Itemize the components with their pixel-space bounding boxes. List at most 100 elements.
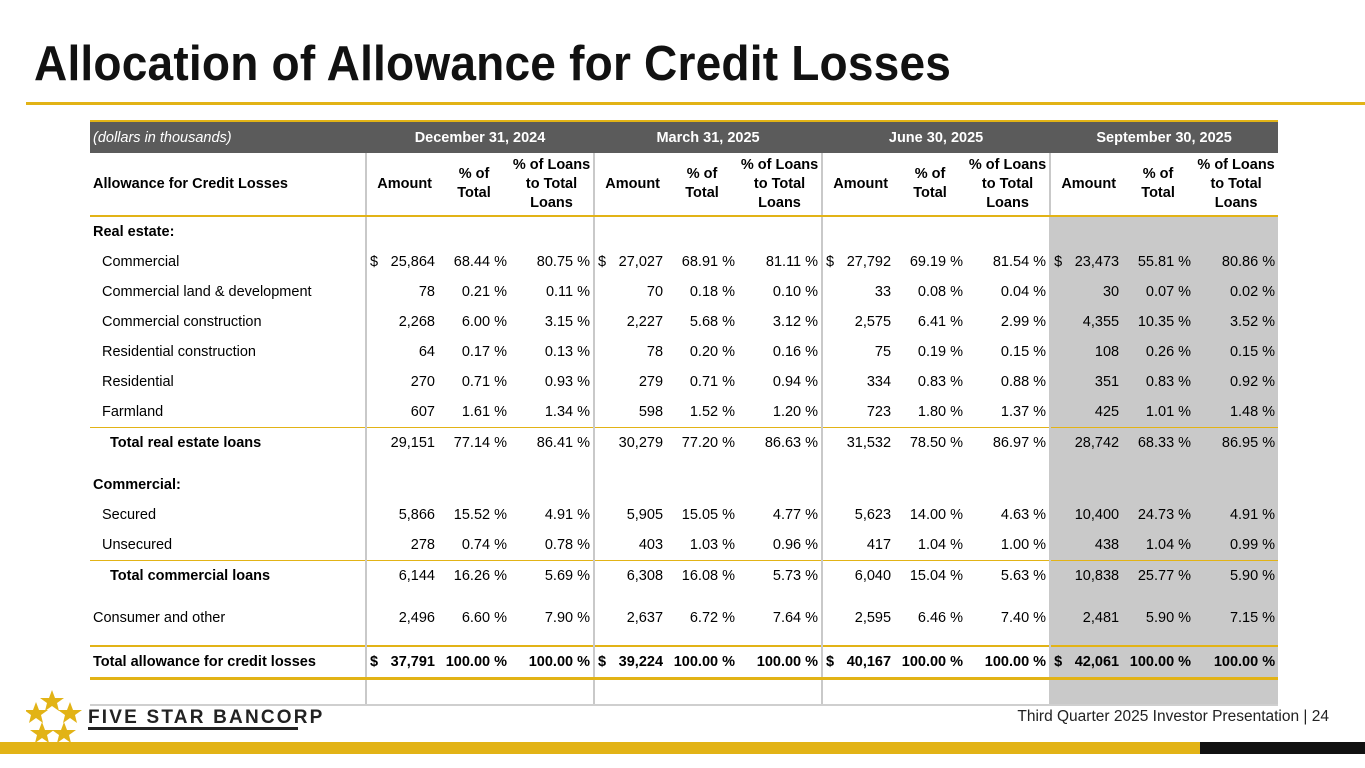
pct-loans-cell: 0.92 % [1194, 367, 1279, 397]
pct-total-cell: 78.50 % [894, 427, 967, 458]
amount-cell: 334 [821, 367, 895, 397]
spacer-cell [738, 633, 822, 646]
spacer-cell [966, 633, 1050, 646]
pct-total-line: Total [1141, 185, 1175, 201]
period-header: September 30, 2025 [1050, 120, 1279, 153]
pct-total-cell: 6.72 % [689, 610, 736, 626]
pct-loans-line: Loans [986, 194, 1029, 211]
pct-total-cell: 16.08 % [666, 560, 739, 591]
empty-cell [966, 470, 1050, 500]
table-row: Secured 5,866 15.52 % 4.91 % 5,905 15.05 % 4.7… [90, 500, 1279, 530]
allowance-table: (dollars in thousands) December 31, 2024 M… [90, 120, 1279, 706]
amount-cell: $27,027 [593, 247, 667, 277]
amount-cell: 425 [1049, 397, 1123, 428]
footer-black-bar [1200, 742, 1365, 754]
amount-cell: 5,623 [821, 500, 895, 530]
section-row: Commercial: [90, 470, 1279, 500]
amount-cell: 75 [821, 337, 895, 367]
amount-cell: 2,575 [821, 307, 895, 337]
pct-loans-col-header: % of Loans to Total Loans [1194, 153, 1279, 217]
row-label: Total allowance for credit losses [90, 645, 366, 680]
spacer-cell [894, 591, 966, 603]
section-row: Real estate: [90, 216, 1279, 247]
tail-cell [510, 678, 595, 706]
pct-total-cell: 0.26 % [1122, 337, 1195, 367]
spacer-cell [666, 633, 738, 646]
amount-cell: 598 [593, 397, 667, 428]
pct-total-cell: 1.04 % [1122, 530, 1195, 561]
row-header-label: Allowance for Credit Losses [90, 153, 366, 217]
spacer-cell [593, 458, 667, 470]
empty-cell [365, 470, 438, 500]
pct-total-cell: 69.19 % [909, 254, 964, 270]
table-row: Consumer and other 2,496 6.60 % 7.90 % 2,637… [90, 603, 1279, 633]
amount-value: 37,791 [390, 654, 435, 670]
spacer-cell [1194, 633, 1279, 646]
tail-cell [821, 678, 895, 706]
pct-total-cell: 68.33 % [1122, 427, 1195, 458]
pct-total-col-header: % of Total [666, 153, 739, 217]
pct-loans-cell: 0.15 % [1194, 337, 1279, 367]
amount-col-header: Amount [1049, 153, 1123, 217]
pct-loans-cell: 100.00 % [738, 645, 823, 680]
spacer-cell [966, 591, 1050, 603]
spacer-cell [666, 591, 738, 603]
pct-total-cell: 15.05 % [681, 507, 736, 523]
empty-cell [593, 216, 667, 247]
row-label: Farmland [102, 404, 164, 420]
footer-presentation-label: Third Quarter 2025 Investor Presentation… [1017, 708, 1329, 725]
currency-symbol: $ [1054, 254, 1063, 270]
pct-loans-cell: 5.69 % [510, 560, 595, 591]
pct-loans-line: Loans [1214, 194, 1258, 211]
spacer-cell [438, 633, 510, 646]
spacer-cell [438, 591, 510, 603]
pct-total-cell: 0.71 % [689, 374, 736, 390]
pct-total-line: Total [913, 185, 947, 201]
amount-cell: $42,061 [1049, 645, 1123, 680]
row-label: Residential [102, 374, 174, 390]
currency-symbol: $ [598, 254, 607, 270]
amount-cell: 351 [1049, 367, 1123, 397]
spacer-cell [90, 458, 366, 470]
pct-total-cell: 68.91 % [681, 254, 736, 270]
column-header-row: Allowance for Credit Losses Amount % of Tot… [90, 153, 1279, 217]
empty-cell [666, 470, 738, 500]
pct-loans-cell: 86.95 % [1194, 427, 1279, 458]
row-label: Secured [102, 507, 157, 523]
pct-total-col-header: % of Total [438, 153, 510, 217]
amount-value: 42,061 [1074, 654, 1120, 670]
pct-loans-cell: 0.16 % [772, 344, 819, 360]
empty-cell [1122, 470, 1195, 500]
empty-cell [365, 216, 438, 247]
empty-cell [1049, 470, 1123, 500]
pct-total-cell: 6.46 % [917, 610, 964, 626]
spacer-cell [821, 633, 895, 646]
row-label: Total real estate loans [90, 427, 366, 458]
pct-total-cell: 100.00 % [666, 645, 739, 680]
table-row: Commercial construction 2,268 6.00 % 3.15 %… [90, 307, 1279, 337]
tail-cell [666, 678, 739, 706]
pct-total-cell: 6.41 % [917, 314, 964, 330]
pct-loans-cell: 1.00 % [1000, 537, 1047, 553]
amount-cell: 28,742 [1049, 427, 1123, 458]
amount-cell: 6,040 [821, 560, 895, 591]
spacer-cell [821, 458, 895, 470]
tail-cell [1049, 678, 1123, 706]
empty-cell [1049, 216, 1123, 247]
pct-total-cell: 0.83 % [917, 374, 964, 390]
table-row: Total allowance for credit losses $37,791… [90, 645, 1279, 680]
spacer-cell [966, 458, 1050, 470]
amount-cell: 6,144 [365, 560, 438, 591]
pct-total-cell: 15.04 % [894, 560, 967, 591]
pct-loans-line: to Total [525, 175, 578, 192]
empty-cell [510, 216, 594, 247]
amount-cell: 2,227 [593, 307, 667, 337]
empty-cell [821, 470, 895, 500]
row-label: Total commercial loans [90, 560, 366, 591]
amount-cell: 5,905 [593, 500, 667, 530]
spacer-row [90, 633, 1279, 646]
pct-loans-cell: 0.15 % [1000, 344, 1047, 360]
amount-cell: 2,268 [365, 307, 438, 337]
amount-cell: 64 [365, 337, 438, 367]
empty-cell [894, 216, 966, 247]
